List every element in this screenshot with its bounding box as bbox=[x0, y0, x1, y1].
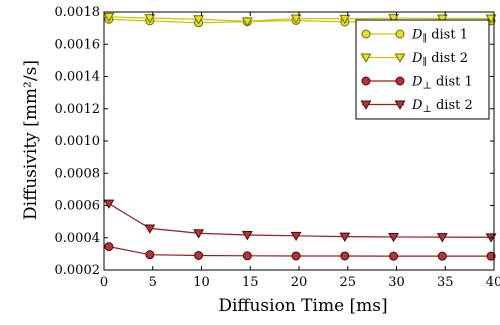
data-point-s4-0 bbox=[103, 199, 115, 209]
axes-layer: 0 5 10 15 20 25 30 35 40 0.0002 0.0004 0.0006 0.0008… bbox=[55, 5, 500, 290]
data-point-s4-5 bbox=[339, 232, 351, 242]
legend-marker-4b bbox=[394, 100, 406, 110]
x-tick-label-6: 30 bbox=[388, 275, 405, 290]
legend-marker-3a bbox=[361, 76, 371, 86]
x-tick-label-2: 10 bbox=[193, 275, 210, 290]
x-tick-label-5: 25 bbox=[339, 275, 356, 290]
y-tick-label-3: 0.0008 bbox=[55, 166, 101, 181]
x-tick-label-8: 40 bbox=[486, 275, 500, 290]
data-point-s2-6 bbox=[388, 14, 400, 24]
data-point-s3-0 bbox=[104, 242, 114, 252]
x-tick-label-7: 35 bbox=[437, 275, 454, 290]
x-tick-label-1: 5 bbox=[149, 275, 157, 290]
data-point-s2-2 bbox=[193, 15, 205, 25]
y-tick-label-6: 0.0014 bbox=[55, 70, 101, 85]
data-point-s4-6 bbox=[388, 232, 400, 243]
y-tick-label-5: 0.0012 bbox=[55, 102, 101, 117]
legend-label-2: D∥ dist 2 bbox=[411, 51, 468, 68]
data-point-s2-7 bbox=[436, 14, 448, 24]
legend-label-1: D∥ dist 1 bbox=[411, 28, 468, 45]
y-axis-label: Diffusivity [mm²/s] bbox=[21, 60, 41, 220]
data-point-s2-3 bbox=[241, 17, 253, 27]
data-point-s2-5 bbox=[339, 14, 351, 25]
legend-marker-3b bbox=[395, 76, 405, 86]
legend-marker-1a bbox=[361, 29, 371, 39]
legend: D∥ dist 1 D∥ dist 2 D⊥ dist 1 D⊥ dist 2 bbox=[355, 19, 490, 120]
y-tick-label-1: 0.0004 bbox=[55, 231, 101, 246]
y-tick-label-2: 0.0006 bbox=[55, 199, 101, 214]
legend-marker-4a bbox=[360, 100, 372, 110]
data-point-s3-1 bbox=[145, 250, 155, 260]
x-tick-label-4: 20 bbox=[291, 275, 308, 290]
data-point-s3-5 bbox=[340, 251, 350, 261]
data-point-s4-4 bbox=[290, 231, 302, 242]
data-point-s4-7 bbox=[436, 233, 448, 243]
legend-marker-1b bbox=[395, 29, 405, 39]
y-tick-label-0: 0.0002 bbox=[55, 263, 101, 278]
x-tick-label-3: 15 bbox=[242, 275, 259, 290]
legend-label-3: D⊥ dist 1 bbox=[411, 75, 473, 92]
data-point-s4-1 bbox=[144, 224, 156, 234]
data-point-s3-2 bbox=[194, 250, 204, 260]
legend-box bbox=[355, 19, 490, 120]
data-point-s4-2 bbox=[193, 229, 205, 239]
legend-marker-2a bbox=[360, 53, 372, 63]
x-tick-label-0: 0 bbox=[100, 275, 108, 290]
plot-layer bbox=[103, 12, 497, 261]
data-point-s3-4 bbox=[291, 251, 301, 261]
x-axis-label: Diffusion Time [ms] bbox=[218, 296, 387, 316]
data-point-s2-4 bbox=[290, 14, 302, 24]
data-point-s3-8 bbox=[486, 251, 496, 261]
data-point-s3-6 bbox=[389, 251, 399, 261]
data-point-s3-7 bbox=[437, 251, 447, 261]
data-point-s2-0 bbox=[103, 12, 115, 23]
data-point-s3-3 bbox=[242, 251, 252, 261]
legend-label-4: D⊥ dist 2 bbox=[411, 98, 473, 115]
y-tick-label-4: 0.0010 bbox=[55, 134, 101, 149]
data-point-s2-1 bbox=[144, 14, 156, 24]
data-point-s4-3 bbox=[241, 231, 253, 241]
y-tick-label-8: 0.0018 bbox=[55, 5, 101, 20]
y-tick-label-7: 0.0016 bbox=[55, 37, 101, 52]
data-point-s2-8 bbox=[485, 14, 497, 24]
legend-marker-2b bbox=[394, 53, 406, 63]
